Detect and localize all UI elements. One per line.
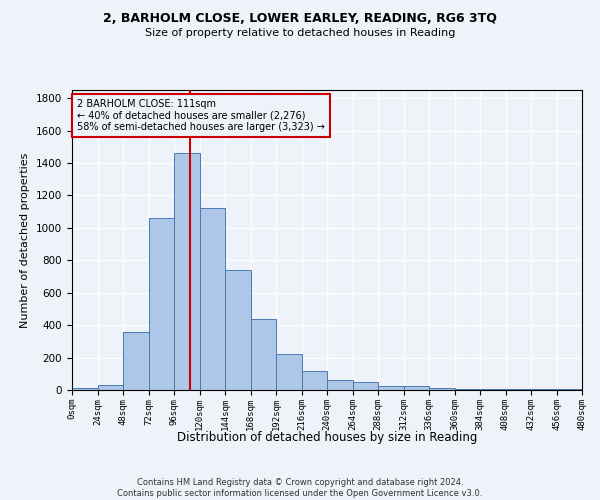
Bar (72, 388, 97, 390)
Bar (378, 386, 404, 390)
Text: Contains HM Land Registry data © Crown copyright and database right 2024.
Contai: Contains HM Land Registry data © Crown c… (118, 478, 482, 498)
Bar (353, 382, 378, 390)
Bar (557, 389, 582, 390)
Bar (174, 153, 199, 390)
Bar (404, 386, 429, 390)
Bar (531, 389, 557, 390)
Text: Size of property relative to detached houses in Reading: Size of property relative to detached ho… (145, 28, 455, 38)
Bar (251, 320, 276, 390)
Bar (327, 380, 353, 390)
Bar (225, 270, 251, 390)
Text: 2, BARHOLM CLOSE, LOWER EARLEY, READING, RG6 3TQ: 2, BARHOLM CLOSE, LOWER EARLEY, READING,… (103, 12, 497, 26)
Bar (302, 372, 327, 390)
Bar (123, 332, 149, 390)
Bar (199, 208, 225, 390)
Bar (429, 388, 455, 390)
Bar (480, 389, 505, 390)
Bar (276, 354, 302, 390)
Text: Distribution of detached houses by size in Reading: Distribution of detached houses by size … (177, 431, 477, 444)
Text: 2 BARHOLM CLOSE: 111sqm
← 40% of detached houses are smaller (2,276)
58% of semi: 2 BARHOLM CLOSE: 111sqm ← 40% of detache… (77, 99, 325, 132)
Bar (97, 385, 123, 390)
Bar (149, 218, 174, 390)
Y-axis label: Number of detached properties: Number of detached properties (20, 152, 31, 328)
Bar (455, 388, 480, 390)
Bar (505, 389, 531, 390)
